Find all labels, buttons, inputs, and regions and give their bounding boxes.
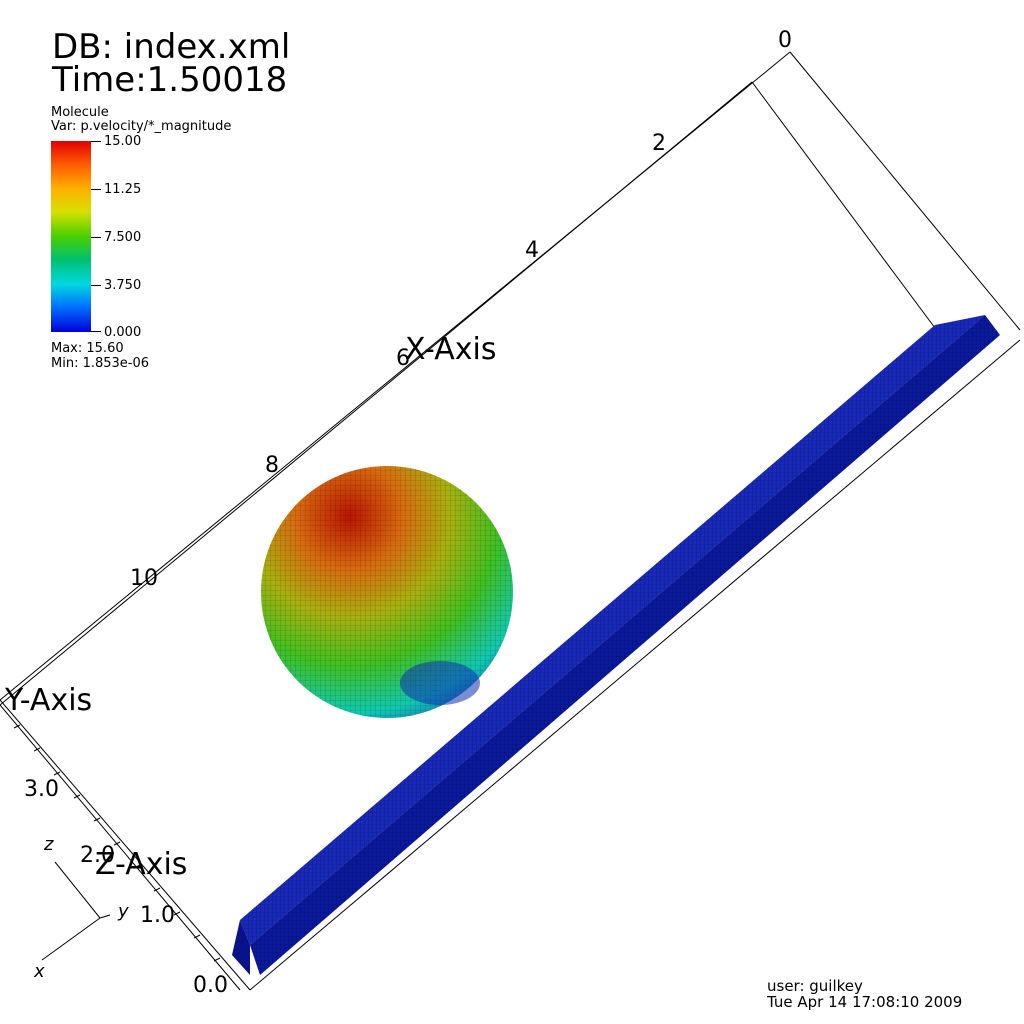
z-axis-tick-label: 2.0 [80,843,115,868]
colorbar [51,141,91,332]
x-axis-tick-label: 4 [525,238,539,263]
database-label: DB: index.xml [52,27,291,67]
colorbar-tick [91,331,101,332]
legend-max: Max: 15.60 [51,341,124,356]
y-axis-title: Y-Axis [5,683,93,718]
colorbar-tick [91,285,101,286]
legend-min: Min: 1.853e-06 [51,356,150,371]
colorbar-tick [91,237,101,238]
triad-z-label: z [44,834,54,855]
colorbar-tick [91,141,101,142]
z-axis-title: Z-Axis [95,847,188,882]
colorbar-tick-label: 15.00 [104,134,142,149]
sphere [261,466,513,718]
colorbar-tick-label: 7.500 [104,230,142,245]
z-axis-ticks [13,724,221,962]
x-axis-tick-label: 8 [265,453,279,478]
legend-variable: Var: p.velocity/*_magnitude [51,119,232,134]
x-axis-tick-label: 2 [652,131,666,156]
x-axis-title: X-Axis [405,332,497,367]
x-axis-tick-label: 6 [396,346,410,371]
z-axis-tick-label: 1.0 [140,903,175,928]
bounding-box [0,51,1021,991]
date-label: Tue Apr 14 17:08:10 2009 [767,993,963,1011]
triad-x-label: x [34,961,45,982]
x-axis-tick-label: 0 [778,28,792,53]
x-axis-tick-label: 10 [130,566,158,591]
time-label: Time:1.50018 [52,60,288,100]
z-axis-tick-label: 0.0 [193,973,228,998]
colorbar-tick [91,189,101,190]
user-label: user: guilkey [767,977,863,995]
z-axis-tick-label: 3.0 [24,777,59,802]
slab [232,315,1000,975]
colorbar-tick-label: 0.000 [104,325,142,340]
triad-y-label: y [118,901,129,922]
orientation-triad [41,861,111,961]
colorbar-tick-label: 3.750 [104,278,142,293]
colorbar-tick-label: 11.25 [104,182,142,197]
legend-title: Molecule [51,105,109,120]
